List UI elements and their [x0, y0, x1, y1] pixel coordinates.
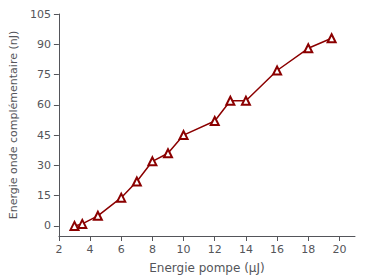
svg-text:12: 12 — [208, 243, 222, 256]
svg-text:30: 30 — [37, 159, 51, 172]
svg-text:105: 105 — [30, 8, 51, 21]
svg-text:Energie pompe (μJ): Energie pompe (μJ) — [149, 261, 264, 275]
svg-text:18: 18 — [301, 243, 315, 256]
svg-text:60: 60 — [37, 98, 51, 111]
svg-text:0: 0 — [44, 219, 51, 232]
svg-text:2: 2 — [55, 243, 62, 256]
svg-text:6: 6 — [118, 243, 125, 256]
svg-text:15: 15 — [37, 189, 51, 202]
svg-text:10: 10 — [177, 243, 191, 256]
svg-text:8: 8 — [149, 243, 156, 256]
svg-text:14: 14 — [239, 243, 253, 256]
svg-text:20: 20 — [332, 243, 346, 256]
svg-text:90: 90 — [37, 38, 51, 51]
svg-text:4: 4 — [87, 243, 94, 256]
svg-text:Energie onde complémentaire (n: Energie onde complémentaire (nJ) — [7, 31, 20, 219]
svg-text:45: 45 — [37, 129, 51, 142]
svg-text:16: 16 — [270, 243, 284, 256]
svg-text:75: 75 — [37, 68, 51, 81]
